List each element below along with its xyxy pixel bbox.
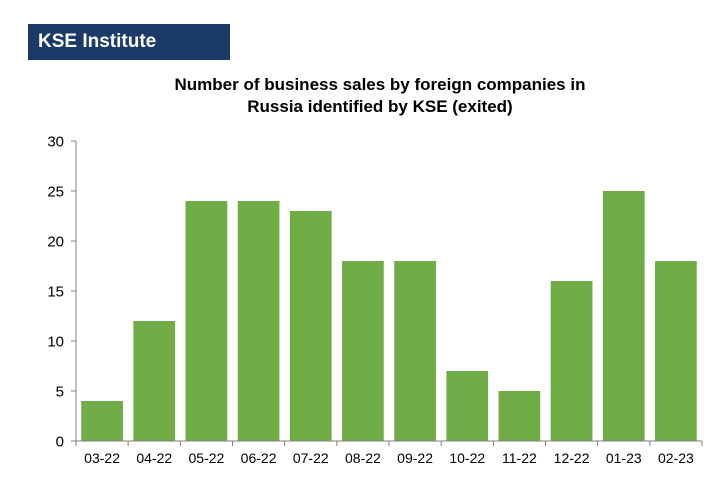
x-tick-label: 09-22 bbox=[397, 450, 433, 466]
y-tick-label: 20 bbox=[47, 234, 64, 251]
bar-04-22 bbox=[133, 321, 176, 441]
x-tick-label: 02-23 bbox=[658, 450, 694, 466]
x-tick-label: 08-22 bbox=[345, 450, 381, 466]
bar-11-22 bbox=[498, 391, 541, 441]
x-tick-label: 07-22 bbox=[293, 450, 329, 466]
x-tick-label: 05-22 bbox=[189, 450, 225, 466]
y-tick-label: 15 bbox=[47, 284, 64, 301]
bars-group bbox=[81, 191, 697, 441]
bar-08-22 bbox=[342, 261, 384, 441]
x-tick-label: 12-22 bbox=[554, 450, 590, 466]
x-tick-label: 03-22 bbox=[84, 450, 120, 466]
y-tick-label: 10 bbox=[47, 334, 64, 351]
chart-title-line-2: Russia identified by KSE (exited) bbox=[247, 97, 513, 116]
bar-02-23 bbox=[655, 261, 697, 441]
chart-title: Number of business sales by foreign comp… bbox=[100, 74, 660, 118]
y-tick-label: 5 bbox=[56, 384, 64, 401]
y-tick-label: 25 bbox=[47, 184, 64, 201]
bar-10-22 bbox=[446, 371, 489, 441]
y-axis: 0 5 10 15 20 25 30 bbox=[47, 134, 77, 451]
kse-institute-logo: KSE Institute bbox=[28, 24, 230, 60]
x-tick-label: 11-22 bbox=[502, 450, 537, 466]
chart-title-line-1: Number of business sales by foreign comp… bbox=[174, 75, 586, 94]
bar-06-22 bbox=[237, 201, 280, 441]
bar-01-23 bbox=[602, 191, 645, 441]
x-tick-label: 04-22 bbox=[136, 450, 172, 466]
y-tick-label: 30 bbox=[47, 134, 64, 151]
bar-03-22 bbox=[81, 401, 123, 441]
bar-12-22 bbox=[550, 281, 593, 441]
bar-07-22 bbox=[289, 211, 332, 441]
x-tick-label: 01-23 bbox=[606, 450, 642, 466]
bar-05-22 bbox=[185, 201, 228, 441]
x-axis: 03-22 04-22 05-22 06-22 07-22 08-22 09-22 10-22… bbox=[75, 440, 703, 466]
x-tick-label: 10-22 bbox=[449, 450, 485, 466]
y-tick-label: 0 bbox=[56, 434, 64, 451]
bar-09-22 bbox=[394, 261, 436, 441]
x-tick-label: 06-22 bbox=[241, 450, 277, 466]
